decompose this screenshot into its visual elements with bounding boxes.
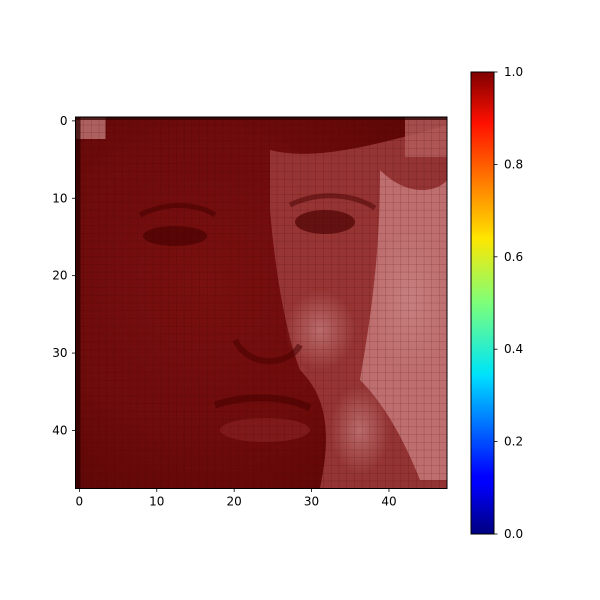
colorbar-ticks: 0.0 0.2 0.4 0.6 0.8 1.0	[494, 65, 523, 541]
colorbar-gradient	[471, 72, 494, 534]
x-tick-label: 30	[304, 495, 319, 509]
y-tick-label: 10	[52, 191, 67, 205]
colorbar-tick-label: 0.6	[504, 250, 523, 264]
y-tick-label: 30	[52, 346, 67, 360]
x-tick-label: 20	[227, 495, 242, 509]
y-tick-label: 20	[52, 269, 67, 283]
heatmap-image	[75, 117, 447, 489]
colorbar-tick-label: 1.0	[504, 65, 523, 79]
colorbar-tick-label: 0.2	[504, 435, 523, 449]
colorbar: 0.0 0.2 0.4 0.6 0.8 1.0	[470, 65, 523, 541]
y-tick-label: 40	[52, 423, 67, 437]
y-tick-label: 0	[60, 114, 68, 128]
x-tick-label: 10	[149, 495, 164, 509]
x-tick-label: 0	[76, 495, 84, 509]
plot-frame	[75, 116, 448, 489]
x-tick-label: 40	[381, 495, 396, 509]
colorbar-tick-label: 0.0	[504, 527, 523, 541]
colorbar-frame	[470, 71, 495, 535]
x-axis: 0 10 20 30 40	[76, 488, 397, 509]
colorbar-tick-label: 0.8	[504, 157, 523, 171]
colorbar-tick-label: 0.4	[504, 342, 523, 356]
y-axis: 0 10 20 30 40	[52, 114, 76, 437]
